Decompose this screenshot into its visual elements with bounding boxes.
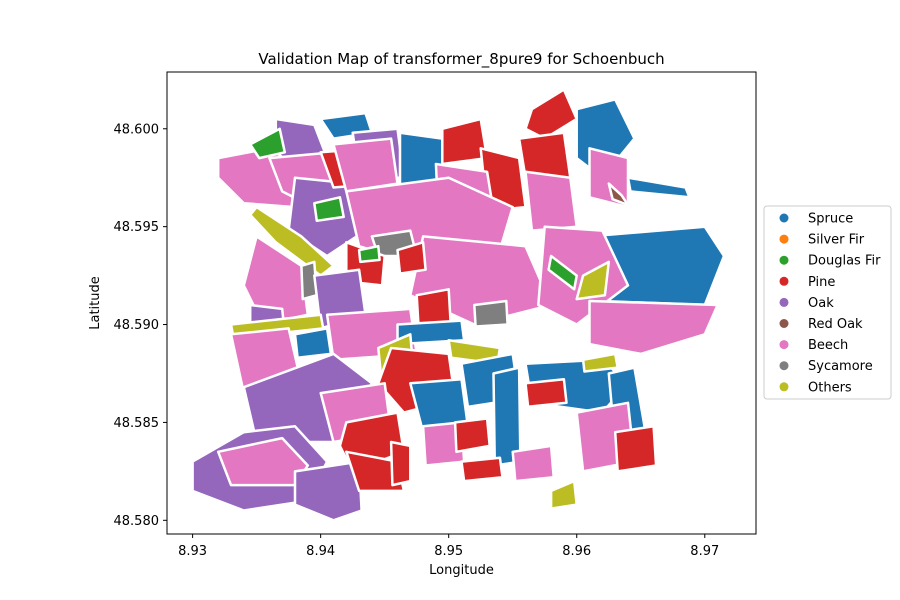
x-tick-label: 8.97 xyxy=(690,544,719,559)
x-tick-label: 8.93 xyxy=(178,544,207,559)
stand-douglas-fir-5 xyxy=(313,196,345,223)
stand-pine-69 xyxy=(389,440,412,487)
legend-label-silver-fir: Silver Fir xyxy=(808,233,865,248)
legend-marker-others xyxy=(779,382,789,392)
stand-pine-16 xyxy=(524,88,578,140)
stand-pine-63 xyxy=(460,456,504,483)
stand-pine-54 xyxy=(453,417,491,454)
stand-beech-62 xyxy=(511,444,555,483)
legend-marker-pine xyxy=(779,276,789,286)
y-axis-ticks: 48.580 48.585 48.590 48.595 48.600 xyxy=(114,122,167,529)
y-axis-label: Latitude xyxy=(88,276,103,330)
stand-spruce-21 xyxy=(626,176,691,199)
x-axis-ticks: 8.93 8.94 8.95 8.96 8.97 xyxy=(178,534,719,559)
stand-douglas-fir-2 xyxy=(248,127,287,160)
stand-others-32 xyxy=(575,260,611,301)
x-tick-label: 8.95 xyxy=(434,544,463,559)
stand-sycamore-40 xyxy=(473,299,509,328)
y-tick-label: 48.585 xyxy=(114,416,160,431)
plot-frame xyxy=(166,71,757,535)
legend-marker-red-oak xyxy=(779,319,789,328)
stand-beech-31 xyxy=(588,299,719,356)
legend-marker-beech xyxy=(779,340,789,350)
stand-red-oak-22 xyxy=(607,182,630,207)
legend-label-red-oak: Red Oak xyxy=(808,317,863,332)
stand-beech-11 xyxy=(332,137,399,193)
species-legend: Spruce Silver Fir Douglas Fir Pine Oak Red Oa… xyxy=(763,205,892,400)
stand-oak-67 xyxy=(293,460,363,522)
legend-marker-silver-fir xyxy=(779,234,789,244)
x-axis-label: Longitude xyxy=(429,563,494,578)
stand-spruce-43 xyxy=(293,327,333,360)
stand-others-58 xyxy=(581,352,619,373)
stand-pine-27 xyxy=(396,241,427,275)
stand-beech-19 xyxy=(524,170,578,232)
x-tick-label: 8.96 xyxy=(562,544,591,559)
legend-label-others: Others xyxy=(808,380,852,395)
stand-douglas-fir-33 xyxy=(547,254,578,291)
chart-title: Validation Map of transformer_8pure9 for… xyxy=(258,50,664,69)
legend-label-beech: Beech xyxy=(808,338,848,353)
y-tick-label: 48.580 xyxy=(114,514,160,529)
legend-label-oak: Oak xyxy=(808,296,834,311)
x-tick-label: 8.94 xyxy=(306,544,335,559)
legend-label-sycamore: Sycamore xyxy=(808,359,873,374)
legend-marker-sycamore xyxy=(779,361,789,371)
legend-label-spruce: Spruce xyxy=(808,212,853,227)
forest-stands-layer xyxy=(191,88,726,522)
stand-spruce-45 xyxy=(396,319,466,346)
y-tick-label: 48.600 xyxy=(114,122,160,137)
legend-marker-douglas-fir xyxy=(779,255,789,265)
stand-pine-61 xyxy=(613,425,658,473)
y-tick-label: 48.595 xyxy=(114,220,160,235)
legend-label-pine: Pine xyxy=(808,275,835,290)
stand-others-64 xyxy=(549,479,578,510)
y-tick-label: 48.590 xyxy=(114,318,160,333)
legend-marker-spruce xyxy=(779,213,789,223)
legend-box xyxy=(763,205,892,400)
legend-label-douglas-fir: Douglas Fir xyxy=(808,254,881,269)
legend-marker-oak xyxy=(779,297,789,307)
stand-pine-68 xyxy=(345,450,406,493)
stand-pine-57 xyxy=(524,378,568,409)
stand-douglas-fir-28 xyxy=(357,244,381,264)
